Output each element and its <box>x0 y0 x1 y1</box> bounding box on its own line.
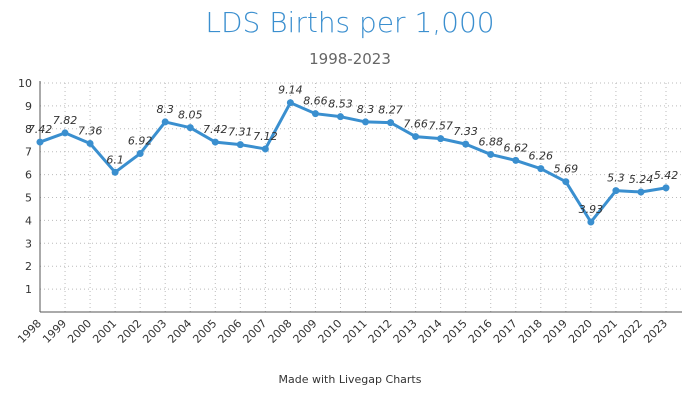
x-tick-label: 2004 <box>165 317 194 346</box>
series-line <box>39 101 667 224</box>
data-label: 3.93 <box>579 203 604 216</box>
y-tick-label: 4 <box>25 214 32 227</box>
data-label: 6.62 <box>504 141 529 154</box>
x-tick-label: 2012 <box>366 317 395 346</box>
data-label: 8.3 <box>357 103 375 116</box>
chart-subtitle: 1998-2023 <box>309 50 391 68</box>
data-point <box>161 118 169 126</box>
x-tick-label: 2014 <box>416 317 445 346</box>
y-tick-label: 6 <box>25 169 32 182</box>
y-tick-label: 8 <box>25 123 32 136</box>
data-point <box>311 110 319 118</box>
data-label: 7.66 <box>403 118 428 131</box>
x-tick-label: 2005 <box>190 317 219 346</box>
data-point <box>36 138 44 146</box>
x-tick-label: 2009 <box>291 317 320 346</box>
data-point <box>286 99 294 107</box>
y-tick-label: 7 <box>25 146 32 159</box>
data-point <box>637 188 645 196</box>
x-tick-label: 2000 <box>65 317 94 346</box>
data-point <box>512 156 520 164</box>
data-point <box>562 178 570 186</box>
x-tick-label: 2018 <box>516 317 545 346</box>
data-label: 7.42 <box>28 123 53 136</box>
data-label: 7.82 <box>53 114 78 127</box>
x-tick-label: 2023 <box>641 317 670 346</box>
data-label: 8.05 <box>178 109 203 122</box>
data-label: 7.42 <box>203 123 228 136</box>
data-point <box>186 124 194 132</box>
data-label: 5.42 <box>654 169 679 182</box>
data-label: 7.36 <box>78 124 103 137</box>
data-point <box>462 140 470 148</box>
y-tick-label: 1 <box>25 283 32 296</box>
chart-title: LDS Births per 1,000 <box>205 6 495 39</box>
x-tick-label: 2001 <box>90 317 119 346</box>
x-tick-label: 2002 <box>115 317 144 346</box>
data-point <box>437 135 445 143</box>
data-label: 7.57 <box>428 120 453 133</box>
data-point <box>387 119 395 127</box>
x-tick-label: 2006 <box>215 317 244 346</box>
data-label: 8.3 <box>156 103 174 116</box>
data-point <box>211 138 219 146</box>
data-point <box>111 168 119 176</box>
data-point <box>587 218 595 226</box>
x-tick-label: 2015 <box>441 317 470 346</box>
data-label: 5.24 <box>629 173 654 186</box>
footer-credit: Made with Livegap Charts <box>278 373 422 386</box>
data-label: 6.88 <box>478 135 503 148</box>
data-point <box>662 184 670 192</box>
data-label: 7.33 <box>453 125 478 138</box>
data-label: 7.31 <box>228 126 253 139</box>
data-label: 8.53 <box>328 98 353 111</box>
data-point <box>412 133 420 141</box>
data-point <box>61 129 69 137</box>
data-point <box>136 150 144 158</box>
data-point <box>362 118 370 126</box>
x-tick-label: 2007 <box>240 317 269 346</box>
data-label: 5.69 <box>554 163 579 176</box>
data-point <box>86 139 94 147</box>
data-label: 6.1 <box>106 153 124 166</box>
x-tick-label: 2019 <box>541 317 570 346</box>
data-point <box>537 165 545 173</box>
y-tick-label: 9 <box>25 100 32 113</box>
x-tick-label: 2022 <box>616 317 645 346</box>
x-tick-label: 2011 <box>341 317 370 346</box>
x-tick-label: 2008 <box>266 317 295 346</box>
x-tick-label: 2017 <box>491 317 520 346</box>
data-label: 8.27 <box>378 104 403 117</box>
x-tick-label: 2010 <box>316 317 345 346</box>
data-point <box>612 187 620 195</box>
data-point <box>261 145 269 153</box>
data-point <box>236 141 244 149</box>
data-point <box>336 113 344 121</box>
data-label: 6.92 <box>128 135 153 148</box>
data-point <box>487 150 495 158</box>
x-tick-label: 1998 <box>15 317 44 346</box>
x-tick-label: 1999 <box>40 317 69 346</box>
x-tick-label: 2013 <box>391 317 420 346</box>
data-label: 8.66 <box>303 95 328 108</box>
data-label: 5.3 <box>607 172 625 185</box>
data-label: 9.14 <box>278 84 303 97</box>
x-tick-label: 2003 <box>140 317 169 346</box>
data-label: 7.12 <box>253 130 278 143</box>
y-tick-label: 3 <box>25 237 32 250</box>
data-label: 6.26 <box>529 150 554 163</box>
grid-lines <box>39 82 682 312</box>
x-tick-label: 2020 <box>566 317 595 346</box>
y-tick-label: 2 <box>25 260 32 273</box>
y-tick-label: 10 <box>18 77 32 90</box>
x-tick-label: 2016 <box>466 317 495 346</box>
y-tick-label: 5 <box>25 192 32 205</box>
x-tick-label: 2021 <box>591 317 620 346</box>
